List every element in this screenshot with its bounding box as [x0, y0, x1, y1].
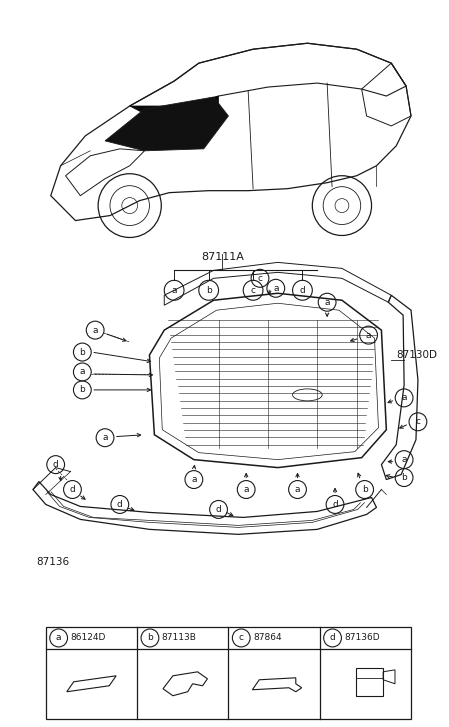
Text: 87864: 87864	[253, 633, 282, 643]
Text: 87111A: 87111A	[201, 252, 244, 262]
Text: d: d	[70, 485, 75, 494]
Text: b: b	[362, 485, 368, 494]
Text: b: b	[79, 385, 85, 395]
Text: c: c	[251, 286, 255, 294]
Bar	[46, 627, 411, 718]
Text: a: a	[295, 485, 300, 494]
Text: 87136D: 87136D	[344, 633, 380, 643]
Text: 87130D: 87130D	[396, 350, 437, 360]
Text: a: a	[243, 485, 249, 494]
Polygon shape	[105, 97, 229, 150]
Text: c: c	[258, 274, 263, 283]
Text: d: d	[117, 500, 123, 509]
Text: b: b	[401, 473, 407, 482]
Text: a: a	[56, 633, 62, 643]
Text: b: b	[206, 286, 211, 294]
Text: a: a	[79, 367, 85, 377]
Text: d: d	[330, 633, 335, 643]
Polygon shape	[130, 96, 219, 119]
Text: b: b	[79, 348, 85, 356]
Text: b: b	[147, 633, 153, 643]
Text: a: a	[172, 286, 177, 294]
Text: 87113B: 87113B	[162, 633, 197, 643]
Text: d: d	[332, 500, 338, 509]
Text: a: a	[92, 326, 98, 334]
Text: a: a	[324, 298, 330, 307]
Text: 87136: 87136	[36, 558, 69, 567]
Text: d: d	[299, 286, 305, 294]
Text: 86124D: 86124D	[70, 633, 106, 643]
Text: c: c	[415, 417, 420, 426]
Text: a: a	[191, 475, 197, 484]
Text: a: a	[401, 455, 407, 464]
Text: a: a	[102, 433, 108, 442]
Text: d: d	[53, 460, 58, 469]
Bar	[356, 668, 383, 696]
Text: a: a	[273, 284, 278, 293]
Text: d: d	[216, 505, 221, 514]
Text: a: a	[401, 393, 407, 402]
Text: c: c	[239, 633, 244, 643]
Text: a: a	[366, 331, 371, 340]
